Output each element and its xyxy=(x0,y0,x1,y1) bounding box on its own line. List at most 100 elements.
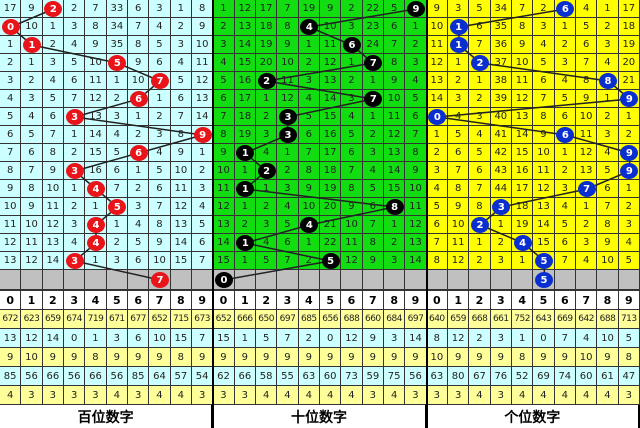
miss-count-cell: 9 xyxy=(127,54,150,72)
statistic-cell: 63 xyxy=(426,367,448,386)
statistic-cell: 9 xyxy=(106,348,128,367)
statistic-cell: 3 xyxy=(362,386,384,405)
miss-count-cell: 9 xyxy=(341,198,363,216)
miss-count-cell: 3 xyxy=(255,126,278,144)
statistic-cell: 684 xyxy=(383,310,406,329)
miss-count-cell: 1 xyxy=(63,126,86,144)
miss-count-cell: 5 xyxy=(277,216,299,234)
statistic-cell: 9 xyxy=(533,348,555,367)
statistic-cell: 15 xyxy=(213,329,235,348)
miss-count-cell: 12 xyxy=(277,90,299,108)
miss-count-cell: 3 xyxy=(575,234,598,252)
miss-count-cell: 10 xyxy=(298,198,320,216)
statistic-cell: 9 xyxy=(469,348,491,367)
winning-number-ball: 5 xyxy=(321,253,340,269)
pending-row-cell xyxy=(42,270,64,290)
miss-count-cell: 11 xyxy=(213,180,235,198)
miss-count-cell: 9 xyxy=(21,0,43,18)
pending-row-cell xyxy=(106,270,128,290)
miss-count-cell: 2 xyxy=(0,54,22,72)
miss-count-cell: 9 xyxy=(149,234,171,252)
statistic-cell: 59 xyxy=(362,367,384,386)
statistic-cell: 3 xyxy=(383,329,406,348)
statistic-cell: 12 xyxy=(341,329,363,348)
digit-header: 9 xyxy=(405,290,427,310)
miss-count-cell: 16 xyxy=(85,162,107,180)
miss-count-cell: 6 xyxy=(213,90,235,108)
miss-count-cell: 11 xyxy=(85,72,107,90)
miss-count-cell: 12 xyxy=(533,180,555,198)
statistic-cell: 671 xyxy=(106,310,128,329)
miss-count-cell: 3 xyxy=(597,126,619,144)
miss-count-cell: 6 xyxy=(575,36,598,54)
miss-count-cell: 6 xyxy=(469,162,491,180)
miss-count-cell: 4 xyxy=(170,54,192,72)
winning-number-ball: 8 xyxy=(385,199,404,215)
miss-count-cell: 35 xyxy=(490,18,512,36)
miss-count-cell: 7 xyxy=(85,0,107,18)
statistic-cell: 3 xyxy=(490,329,512,348)
miss-count-cell: 4 xyxy=(597,54,619,72)
miss-count-cell: 3 xyxy=(533,18,555,36)
miss-count-cell: 11 xyxy=(511,72,534,90)
miss-count-cell: 34 xyxy=(106,18,128,36)
pending-row-cell xyxy=(447,270,470,290)
miss-count-cell: 1 xyxy=(554,18,576,36)
statistic-cell: 3 xyxy=(618,386,640,405)
miss-count-cell: 5 xyxy=(149,36,171,54)
miss-count-cell: 1 xyxy=(234,162,256,180)
digit-header: 9 xyxy=(618,290,640,310)
miss-count-cell: 4 xyxy=(341,108,363,126)
miss-count-cell: 7 xyxy=(277,252,299,270)
miss-count-cell: 4 xyxy=(533,36,555,54)
statistic-cell: 715 xyxy=(170,310,192,329)
miss-count-cell: 10 xyxy=(277,54,299,72)
digit-header: 3 xyxy=(490,290,512,310)
statistic-cell: 85 xyxy=(127,367,150,386)
miss-count-cell: 33 xyxy=(106,0,128,18)
pending-row-cell xyxy=(191,270,214,290)
miss-count-cell: 4 xyxy=(149,18,171,36)
miss-count-cell: 3 xyxy=(63,216,86,234)
statistic-cell: 66 xyxy=(42,367,64,386)
statistic-cell: 669 xyxy=(554,310,576,329)
miss-count-cell: 4 xyxy=(362,162,384,180)
miss-count-cell: 8 xyxy=(575,72,598,90)
statistic-cell: 719 xyxy=(85,310,107,329)
miss-count-cell: 13 xyxy=(170,216,192,234)
statistic-cell: 1 xyxy=(85,329,107,348)
statistic-cell: 14 xyxy=(42,329,64,348)
miss-count-cell: 10 xyxy=(597,252,619,270)
miss-count-cell: 3 xyxy=(127,198,150,216)
miss-count-cell: 7 xyxy=(298,144,320,162)
miss-count-cell: 6 xyxy=(405,108,427,126)
digit-header: 2 xyxy=(42,290,64,310)
statistic-cell: 642 xyxy=(575,310,598,329)
statistic-cell: 677 xyxy=(127,310,150,329)
miss-count-cell: 43 xyxy=(490,162,512,180)
miss-count-cell: 13 xyxy=(191,90,214,108)
digit-header: 4 xyxy=(85,290,107,310)
miss-count-cell: 2 xyxy=(42,36,64,54)
statistic-cell: 652 xyxy=(149,310,171,329)
statistic-cell: 7 xyxy=(277,329,299,348)
miss-count-cell: 5 xyxy=(362,180,384,198)
statistic-cell: 4 xyxy=(277,386,299,405)
statistic-cell: 4 xyxy=(575,386,598,405)
miss-count-cell: 39 xyxy=(490,90,512,108)
miss-count-cell: 6 xyxy=(277,234,299,252)
statistic-cell: 10 xyxy=(597,329,619,348)
miss-count-cell: 11 xyxy=(341,234,363,252)
miss-count-cell: 4 xyxy=(21,108,43,126)
statistic-cell: 0 xyxy=(319,329,342,348)
miss-count-cell: 3 xyxy=(362,144,384,162)
miss-count-cell: 7 xyxy=(447,162,470,180)
miss-count-cell: 17 xyxy=(319,144,342,162)
miss-count-cell: 2 xyxy=(106,234,128,252)
miss-count-cell: 6 xyxy=(554,108,576,126)
statistic-cell: 58 xyxy=(255,367,278,386)
statistic-cell: 9 xyxy=(298,348,320,367)
statistic-cell: 668 xyxy=(469,310,491,329)
miss-count-cell: 4 xyxy=(255,234,278,252)
miss-count-cell: 5 xyxy=(127,234,150,252)
